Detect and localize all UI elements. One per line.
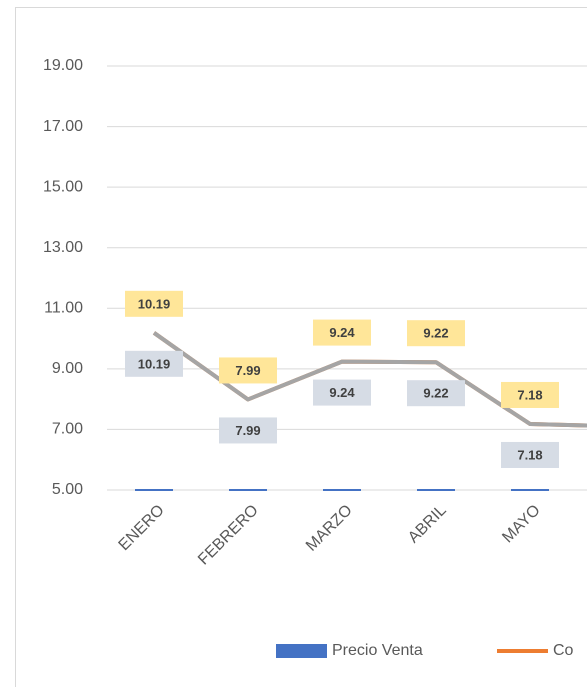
legend-label: Co xyxy=(553,642,574,659)
data-label-box xyxy=(501,441,559,468)
data-label: 10.19 xyxy=(125,350,183,377)
data-label-text: 7.18 xyxy=(517,387,542,402)
data-label-text: 10.19 xyxy=(138,296,171,311)
data-label-box xyxy=(501,381,559,408)
y-tick-label: 17.00 xyxy=(43,118,83,135)
y-tick-label: 15.00 xyxy=(43,178,83,195)
data-label: 9.22 xyxy=(407,320,465,347)
data-label-text: 7.99 xyxy=(235,423,260,438)
data-label-box xyxy=(313,319,371,346)
bar xyxy=(135,489,173,491)
data-label-box xyxy=(219,417,277,444)
data-label: 7.18 xyxy=(501,381,559,408)
data-label-text: 7.18 xyxy=(517,447,542,462)
y-tick-label: 13.00 xyxy=(43,239,83,256)
data-label: 9.24 xyxy=(313,319,371,346)
bar xyxy=(229,489,267,491)
data-label: 7.99 xyxy=(219,357,277,384)
y-tick-label: 11.00 xyxy=(44,300,83,317)
y-tick-label: 5.00 xyxy=(52,481,83,498)
data-label-box xyxy=(407,380,465,407)
data-label-box xyxy=(313,379,371,406)
chart-border xyxy=(15,7,587,687)
line xyxy=(152,331,587,428)
data-label-box xyxy=(407,320,465,347)
legend-label: Precio Venta xyxy=(332,642,423,659)
data-label-text: 10.19 xyxy=(138,356,171,371)
data-label-box xyxy=(125,350,183,377)
data-label: 7.18 xyxy=(501,441,559,468)
bar xyxy=(417,489,455,491)
data-label-text: 9.24 xyxy=(329,385,355,400)
data-label-box xyxy=(125,290,183,317)
y-tick-label: 7.00 xyxy=(52,421,83,438)
data-label-text: 7.99 xyxy=(235,363,260,378)
legend-swatch xyxy=(276,644,327,658)
data-label-text: 9.24 xyxy=(329,325,355,340)
data-label: 7.99 xyxy=(219,417,277,444)
data-label: 10.19 xyxy=(125,290,183,317)
data-label-box xyxy=(219,357,277,384)
data-label-text: 9.22 xyxy=(423,386,448,401)
data-label: 9.22 xyxy=(407,380,465,407)
data-label-text: 9.22 xyxy=(423,326,448,341)
y-tick-label: 19.00 xyxy=(43,57,83,74)
data-label: 9.24 xyxy=(313,379,371,406)
bar xyxy=(323,489,361,491)
bar xyxy=(511,489,549,491)
y-tick-label: 9.00 xyxy=(52,360,83,377)
